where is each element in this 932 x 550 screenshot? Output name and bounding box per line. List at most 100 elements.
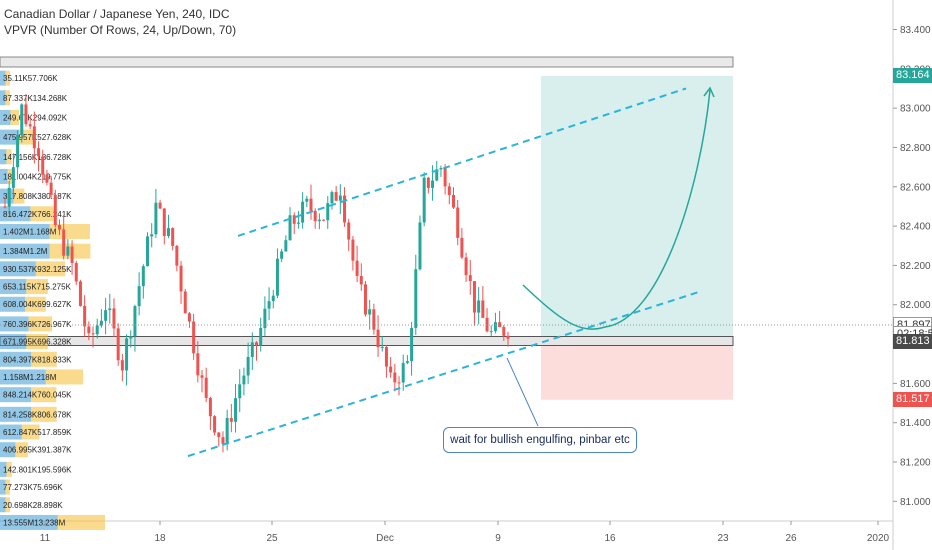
candle-up <box>133 306 137 337</box>
vp-up-bar <box>0 279 27 295</box>
candle-up <box>66 246 70 256</box>
y-tick-label: 81.400 <box>900 418 931 429</box>
candle-down <box>158 202 162 209</box>
annotation-callout[interactable]: wait for bullish engulfing, pinbar etc <box>443 427 637 453</box>
vp-row-label: 13.555M13.238M <box>3 518 66 527</box>
stop-zone <box>541 340 733 400</box>
candle-down <box>217 432 221 438</box>
candle-up <box>435 169 439 181</box>
candle-down <box>498 322 502 327</box>
vp-up-bar <box>0 387 31 403</box>
candle-down <box>70 246 74 263</box>
vp-down-bar <box>13 188 25 204</box>
vp-up-bar <box>0 149 7 165</box>
vp-up-bar <box>0 223 50 239</box>
candle-down <box>37 148 41 157</box>
candle-down <box>393 372 397 383</box>
candle-down <box>62 229 66 256</box>
vp-down-bar <box>6 149 12 165</box>
y-tick-label: 81.000 <box>900 497 931 508</box>
vp-row-label: 142.801K195.596K <box>3 465 72 474</box>
candle-down <box>460 237 464 258</box>
vp-down-bar <box>25 296 46 312</box>
candle-down <box>74 262 78 282</box>
candle-down <box>468 275 472 282</box>
y-tick-label: 82.200 <box>900 261 931 272</box>
vp-row-label: 181.004K219.775K <box>3 172 72 181</box>
y-tick-label: 83.000 <box>900 104 931 115</box>
price-tag: 81.813 <box>893 334 932 349</box>
candle-down <box>334 192 338 201</box>
candle-down <box>171 228 175 246</box>
target-zone <box>541 75 733 341</box>
vp-row-label: 816.472K766.241K <box>3 210 72 219</box>
x-tick-label: 16 <box>604 533 616 544</box>
candle-up <box>250 342 254 357</box>
candle-down <box>196 353 200 376</box>
x-tick-label: 23 <box>717 533 729 544</box>
candle-up <box>166 228 170 236</box>
candle-down <box>3 206 7 208</box>
x-tick-label: 11 <box>40 533 51 544</box>
candle-down <box>221 437 225 444</box>
candle-up <box>95 325 99 335</box>
candle-up <box>405 361 409 363</box>
candle-up <box>238 384 242 399</box>
vp-up-bar <box>0 296 26 312</box>
candle-down <box>116 328 120 361</box>
vp-up-bar <box>0 514 58 530</box>
vp-up-bar <box>0 109 11 125</box>
candle-down <box>464 257 468 276</box>
vp-down-bar <box>57 514 105 530</box>
vp-row-label: 760.396K726.967K <box>3 320 72 329</box>
candle-up <box>20 104 24 135</box>
candle-up <box>489 331 493 333</box>
candle-up <box>246 356 250 376</box>
candle-up <box>259 328 263 346</box>
vp-row-label: 249.67K294.092K <box>3 113 68 122</box>
vp-up-bar <box>0 243 50 259</box>
vp-down-bar <box>7 168 15 184</box>
candle-up <box>330 192 334 204</box>
x-tick-label: 2020 <box>867 533 890 544</box>
candle-down <box>472 281 476 313</box>
vp-down-bar <box>35 261 66 277</box>
vp-row-label: 35.11K57.706K <box>3 74 58 83</box>
vp-up-bar <box>0 424 22 440</box>
vp-row-label: 804.397K818.833K <box>3 355 72 364</box>
vp-down-bar <box>26 334 48 350</box>
candle-down <box>376 329 380 348</box>
candle-down <box>192 321 196 354</box>
candle-up <box>338 195 342 201</box>
vp-row-label: 475.957K527.628K <box>3 133 72 142</box>
x-tick-label: 9 <box>495 533 501 544</box>
candle-up <box>301 201 305 223</box>
candle-down <box>162 208 166 236</box>
chart-legend: Canadian Dollar / Japanese Yen, 240, IDC… <box>4 6 236 38</box>
candle-up <box>275 258 279 296</box>
y-tick-label: 82.600 <box>900 182 931 193</box>
candle-up <box>141 266 145 287</box>
vp-up-bar <box>0 206 31 222</box>
candle-down <box>229 418 233 422</box>
candle-down <box>183 291 187 314</box>
candle-down <box>49 182 53 195</box>
symbol-title: Canadian Dollar / Japanese Yen, 240, IDC <box>4 7 230 21</box>
candle-up <box>305 198 309 202</box>
vp-down-bar <box>5 497 10 513</box>
vp-up-bar <box>0 316 29 332</box>
candle-up <box>267 301 271 309</box>
candle-down <box>28 124 32 127</box>
candle-down <box>485 317 489 332</box>
candle-up <box>431 180 435 188</box>
candle-down <box>397 382 401 384</box>
y-tick-label: 82.400 <box>900 222 931 233</box>
candle-up <box>108 308 112 311</box>
candle-up <box>263 308 267 329</box>
candle-up <box>401 362 405 383</box>
candle-down <box>372 309 376 330</box>
candle-up <box>414 269 418 328</box>
vp-up-bar <box>0 479 6 495</box>
candle-up <box>477 300 481 313</box>
